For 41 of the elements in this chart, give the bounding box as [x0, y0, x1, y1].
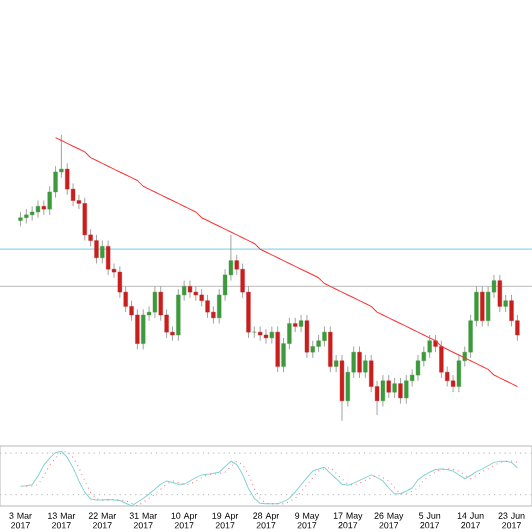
candlestick [497, 274, 502, 313]
candlestick [275, 326, 280, 373]
candlestick [18, 211, 23, 227]
candlestick [187, 280, 193, 299]
candlestick [322, 326, 327, 347]
candlestick [480, 285, 485, 327]
candlestick [258, 326, 263, 342]
candlestick [304, 314, 310, 359]
candlestick [82, 197, 87, 241]
candlestick [30, 205, 35, 221]
candlestick [205, 294, 210, 319]
candlestick [41, 200, 46, 216]
candlestick [404, 374, 409, 405]
candlestick [398, 377, 403, 405]
candlestick [450, 374, 456, 393]
candlestick [328, 326, 333, 373]
candlestick [176, 288, 181, 342]
candlestick [193, 285, 198, 302]
candlestick [263, 328, 269, 344]
candlestick [427, 334, 432, 359]
candlestick [334, 354, 339, 373]
candlestick [380, 374, 386, 407]
candlestick [386, 374, 391, 399]
candlestick [456, 354, 462, 393]
candlestick [415, 354, 421, 382]
candlestick [106, 240, 111, 276]
candlestick [293, 317, 298, 333]
candlestick [24, 208, 29, 224]
candlestick [135, 308, 140, 350]
candlestick [357, 346, 362, 379]
candlestick [141, 308, 146, 350]
candlestick [94, 234, 99, 264]
candlestick [100, 240, 105, 264]
candlestick [339, 354, 345, 422]
candlestick [439, 340, 444, 379]
candlestick [392, 377, 397, 399]
candlestick [363, 354, 368, 379]
candlestick [35, 200, 41, 219]
candlestick [252, 326, 257, 339]
candlestick [152, 285, 158, 319]
candlestick [298, 314, 304, 333]
